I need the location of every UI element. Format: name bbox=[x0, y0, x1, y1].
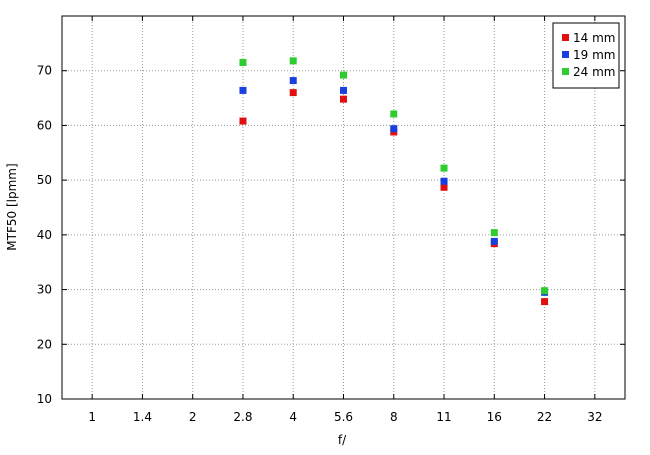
y-tick-label: 50 bbox=[37, 173, 52, 187]
data-point bbox=[289, 57, 297, 65]
data-point bbox=[541, 287, 549, 295]
x-tick-label: 4 bbox=[289, 410, 297, 424]
data-point bbox=[239, 117, 247, 125]
legend-label: 19 mm bbox=[573, 48, 615, 62]
x-tick-label: 8 bbox=[390, 410, 398, 424]
x-tick-label: 5.6 bbox=[334, 410, 353, 424]
data-point bbox=[440, 164, 448, 172]
y-tick-label: 20 bbox=[37, 337, 52, 351]
legend-label: 24 mm bbox=[573, 65, 615, 79]
data-point bbox=[289, 89, 297, 97]
y-tick-label: 70 bbox=[37, 64, 52, 78]
data-point bbox=[340, 71, 347, 79]
data-point bbox=[490, 237, 498, 245]
x-tick-label: 32 bbox=[587, 410, 602, 424]
data-points bbox=[239, 57, 549, 306]
legend-label: 14 mm bbox=[573, 31, 615, 45]
y-tick-label: 30 bbox=[37, 283, 52, 297]
data-point bbox=[440, 177, 448, 185]
y-axis-title: MTF50 [lpmm] bbox=[5, 163, 19, 250]
legend-swatch bbox=[562, 34, 569, 41]
data-point bbox=[239, 86, 247, 94]
x-tick-label: 1.4 bbox=[133, 410, 152, 424]
data-point bbox=[541, 298, 549, 306]
data-point bbox=[390, 125, 398, 133]
y-tick-label: 40 bbox=[37, 228, 52, 242]
y-tick-label: 10 bbox=[37, 392, 52, 406]
legend: 14 mm 19 mm 24 mm bbox=[552, 22, 620, 89]
plot-frame bbox=[61, 15, 626, 400]
y-tick-label: 60 bbox=[37, 118, 52, 132]
x-tick-label: 16 bbox=[487, 410, 502, 424]
x-tick-label: 11 bbox=[436, 410, 451, 424]
data-point bbox=[490, 229, 498, 237]
x-tick-label: 2 bbox=[189, 410, 197, 424]
data-point bbox=[239, 59, 247, 67]
x-tick-label: 22 bbox=[537, 410, 552, 424]
x-tick-label: 1 bbox=[88, 410, 96, 424]
data-point bbox=[340, 86, 347, 94]
data-point bbox=[289, 77, 297, 85]
legend-swatch bbox=[562, 68, 569, 75]
data-point bbox=[340, 95, 347, 103]
axis-ticks: 1 1.4 2 2.8 4 5.6 8 11 16 22 32 10 20 30 40 50 60 70 bbox=[37, 16, 625, 424]
data-point bbox=[440, 183, 448, 191]
legend-swatch bbox=[562, 51, 569, 58]
x-tick-label: 2.8 bbox=[233, 410, 252, 424]
data-point bbox=[390, 110, 398, 118]
x-axis-title: f/ bbox=[338, 433, 347, 447]
